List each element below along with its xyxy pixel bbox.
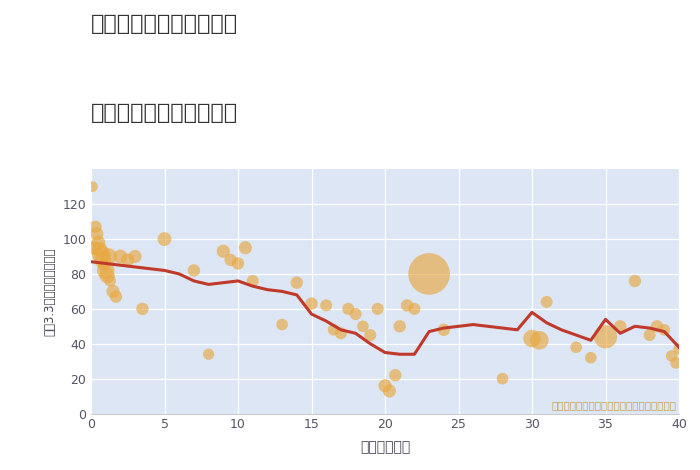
Point <box>218 248 229 255</box>
Point <box>291 279 302 286</box>
Point <box>600 333 611 341</box>
Point <box>94 246 106 253</box>
Point <box>343 305 354 313</box>
Point <box>96 251 107 258</box>
Point <box>541 298 552 306</box>
Point <box>659 326 670 334</box>
Point <box>247 277 258 285</box>
Point <box>409 305 420 313</box>
Point <box>365 331 376 339</box>
Text: 築年数別中古戸建て価格: 築年数別中古戸建て価格 <box>91 103 238 124</box>
Point <box>534 337 545 344</box>
Point <box>122 256 133 264</box>
Y-axis label: 坪（3.3㎡）単価（万円）: 坪（3.3㎡）単価（万円） <box>43 247 57 336</box>
Point <box>239 244 251 251</box>
Point <box>87 183 98 190</box>
Point <box>203 351 214 358</box>
Point <box>394 322 405 330</box>
Point <box>108 288 119 295</box>
Point <box>390 371 401 379</box>
Point <box>115 253 126 260</box>
Point <box>615 322 626 330</box>
X-axis label: 築年数（年）: 築年数（年） <box>360 440 410 454</box>
Point <box>188 266 199 274</box>
Point <box>384 387 395 395</box>
Point <box>276 321 288 329</box>
Point <box>91 230 102 237</box>
Point <box>104 277 116 285</box>
Point <box>402 302 413 309</box>
Point <box>372 305 384 313</box>
Point <box>99 261 110 269</box>
Point <box>306 300 317 307</box>
Point <box>585 354 596 361</box>
Point <box>111 293 122 300</box>
Point <box>438 326 449 334</box>
Point <box>136 305 148 313</box>
Text: 円の大きさは、取引のあった物件面積を示す: 円の大きさは、取引のあった物件面積を示す <box>551 400 676 410</box>
Point <box>424 270 435 278</box>
Point <box>644 331 655 339</box>
Point <box>159 235 170 243</box>
Point <box>102 272 113 280</box>
Point <box>130 253 141 260</box>
Point <box>97 256 108 264</box>
Point <box>328 326 340 334</box>
Point <box>358 322 369 330</box>
Point <box>92 239 104 246</box>
Point <box>103 253 114 260</box>
Point <box>350 310 361 318</box>
Point <box>379 382 391 390</box>
Point <box>225 256 237 264</box>
Point <box>321 302 332 309</box>
Point <box>497 375 508 383</box>
Point <box>335 329 346 337</box>
Point <box>526 335 538 342</box>
Text: 埼玉県富士見市水谷東の: 埼玉県富士見市水谷東の <box>91 14 238 34</box>
Point <box>673 345 685 353</box>
Point <box>652 322 663 330</box>
Point <box>671 359 682 367</box>
Point <box>232 260 244 267</box>
Point <box>90 223 101 231</box>
Point <box>100 266 111 274</box>
Point <box>666 352 678 360</box>
Point <box>629 277 641 285</box>
Point <box>570 344 582 351</box>
Point <box>88 244 99 251</box>
